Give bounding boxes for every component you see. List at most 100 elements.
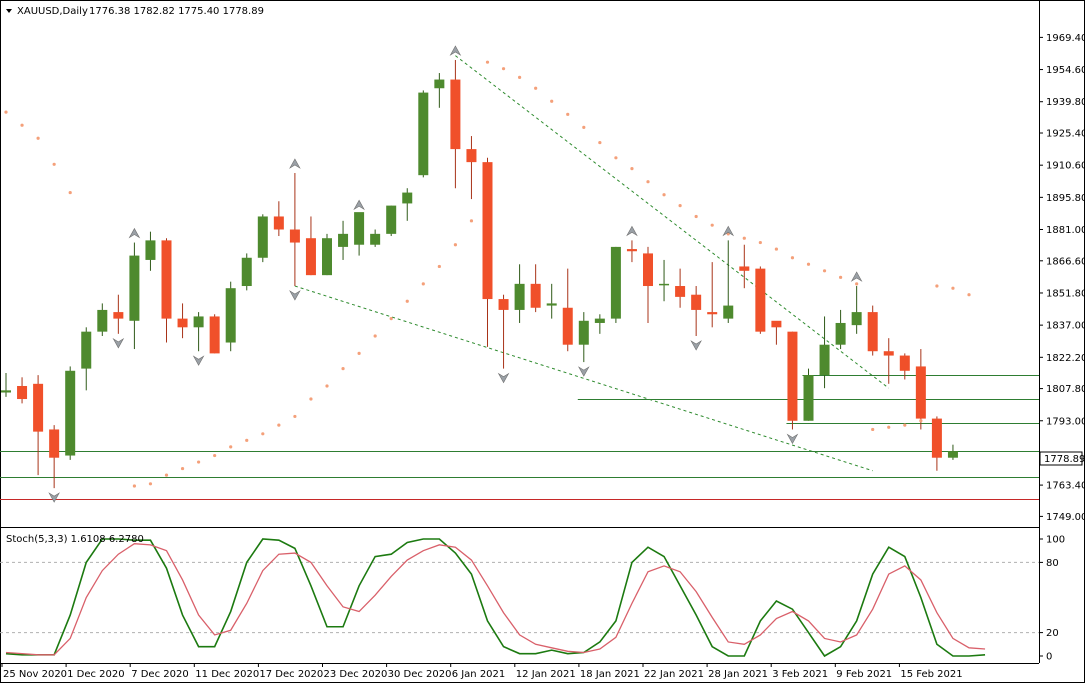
price-tick-label: 1822.20 bbox=[1046, 353, 1085, 364]
sar-dot bbox=[790, 256, 795, 260]
price-tick-label: 1910.60 bbox=[1046, 161, 1085, 172]
candle-body bbox=[81, 331, 92, 369]
sar-dot bbox=[630, 167, 634, 171]
sar-dot bbox=[903, 423, 907, 427]
sar-dot bbox=[453, 243, 457, 247]
sar-dot bbox=[694, 214, 698, 219]
price-tick-label: 1749.00 bbox=[1046, 512, 1085, 523]
stochastic-levels bbox=[0, 561, 1039, 634]
last-price-label: 1778.89 bbox=[1039, 451, 1085, 466]
sar-dot bbox=[213, 453, 217, 458]
sar-dot bbox=[180, 466, 185, 471]
stochastic-panel[interactable]: 100 80 20 0 Stoch(5,3,3) 1.6108 6.2780 bbox=[0, 534, 1065, 664]
candle-body bbox=[899, 355, 910, 371]
sar-dot bbox=[4, 110, 8, 114]
sar-dot bbox=[598, 140, 602, 145]
sar-dot bbox=[646, 180, 650, 184]
candle-body bbox=[835, 322, 846, 345]
stochastic-tick-label: 20 bbox=[1046, 628, 1059, 639]
candle-body bbox=[546, 303, 557, 306]
candle-body bbox=[659, 283, 670, 286]
fractal-markers bbox=[48, 45, 863, 503]
sar-dot bbox=[742, 236, 746, 240]
sar-dot bbox=[951, 286, 955, 290]
sar-dot bbox=[967, 293, 971, 297]
sar-dot bbox=[822, 269, 827, 273]
sar-dot bbox=[758, 240, 762, 245]
sar-dot bbox=[20, 123, 24, 127]
fractal-down-icon bbox=[786, 433, 799, 445]
candle-body bbox=[723, 305, 734, 319]
candle-body bbox=[225, 288, 236, 343]
candle-body bbox=[1, 390, 11, 393]
price-tick-label: 1807.80 bbox=[1046, 384, 1085, 395]
time-tick-label: 22 Jan 2021 bbox=[644, 669, 704, 680]
candle-body bbox=[370, 233, 381, 245]
candle-body bbox=[354, 212, 365, 245]
candle-body bbox=[915, 366, 926, 419]
price-tick-label: 1866.60 bbox=[1046, 256, 1085, 267]
time-axis: 25 Nov 2020 1 Dec 2020 7 Dec 2020 11 Dec 20… bbox=[1, 663, 963, 680]
sar-dot bbox=[566, 112, 570, 116]
time-tick-label: 11 Dec 2020 bbox=[195, 669, 259, 680]
candle-body bbox=[819, 344, 830, 376]
candle-body bbox=[177, 318, 188, 328]
collapse-arrow-icon[interactable] bbox=[6, 9, 12, 13]
stochastic-tick-label: 100 bbox=[1046, 535, 1065, 546]
sar-dot bbox=[774, 247, 779, 251]
price-tick-label: 1793.00 bbox=[1046, 416, 1085, 427]
candle-body bbox=[33, 383, 44, 432]
fractal-up-icon bbox=[128, 227, 141, 239]
sar-dot bbox=[373, 334, 377, 338]
candle-body bbox=[514, 283, 525, 310]
fractal-down-icon bbox=[192, 355, 205, 366]
sar-dot bbox=[710, 223, 714, 227]
sar-dot bbox=[421, 282, 425, 286]
sar-dot bbox=[550, 99, 554, 103]
sar-dot bbox=[357, 351, 361, 355]
candle-body bbox=[947, 451, 958, 458]
candle-body bbox=[691, 294, 702, 310]
fractal-down-icon bbox=[112, 337, 125, 349]
time-tick-label: 23 Dec 2020 bbox=[324, 669, 388, 680]
sar-dot bbox=[132, 484, 136, 488]
candle-body bbox=[113, 312, 124, 319]
price-tick-label: 1851.80 bbox=[1046, 288, 1085, 299]
fractal-up-icon bbox=[353, 199, 365, 211]
candle-body bbox=[498, 299, 509, 310]
candle-body bbox=[675, 286, 686, 297]
candle-body bbox=[17, 385, 28, 400]
sar-dot bbox=[389, 317, 393, 321]
candle-body bbox=[867, 312, 878, 352]
candle-body bbox=[530, 283, 541, 308]
price-tick-label: 1969.40 bbox=[1046, 33, 1085, 44]
sar-dot bbox=[485, 60, 490, 64]
time-tick-label: 7 Dec 2020 bbox=[131, 669, 189, 680]
time-tick-label: 3 Feb 2021 bbox=[772, 669, 828, 680]
sar-dot bbox=[887, 425, 891, 429]
fractal-up-icon bbox=[626, 225, 638, 237]
trend-line bbox=[294, 285, 873, 472]
time-tick-label: 17 Dec 2020 bbox=[259, 669, 323, 680]
horizontal-levels bbox=[0, 375, 1039, 500]
candle-body bbox=[787, 331, 798, 421]
fractal-up-icon bbox=[850, 271, 863, 282]
fractal-up-icon bbox=[722, 225, 735, 237]
candles bbox=[1, 59, 958, 489]
fractal-down-icon bbox=[289, 290, 301, 301]
price-panel[interactable]: 1969.40 1954.60 1939.80 1925.40 1910.60 1895.… bbox=[0, 0, 1085, 663]
stochastic-tick-label: 80 bbox=[1046, 558, 1059, 569]
sar-dot bbox=[277, 423, 281, 427]
candle-body bbox=[322, 238, 332, 276]
fractal-down-icon bbox=[690, 340, 702, 351]
candle-body bbox=[851, 312, 862, 326]
candle-body bbox=[209, 316, 220, 354]
sar-dot bbox=[164, 473, 169, 477]
candle-body bbox=[273, 216, 284, 230]
time-tick-label: 9 Feb 2021 bbox=[836, 669, 892, 680]
candle-body bbox=[145, 240, 156, 260]
time-tick-label: 28 Jan 2021 bbox=[708, 669, 768, 680]
candle-body bbox=[49, 429, 60, 458]
